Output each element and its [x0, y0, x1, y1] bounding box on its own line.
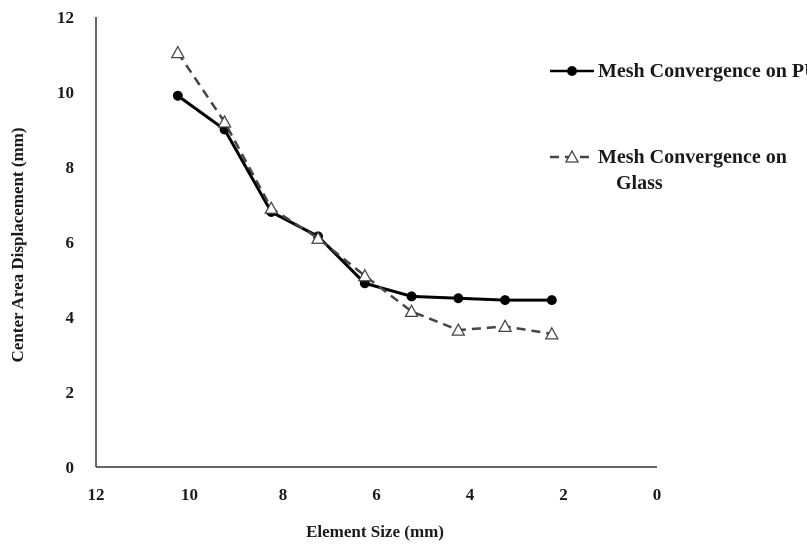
y-tick-label: 10: [57, 83, 74, 102]
point: [172, 90, 183, 101]
point: [567, 66, 577, 76]
legend-swatch: [550, 66, 594, 76]
point: [170, 45, 185, 59]
y-tick-label: 6: [66, 233, 75, 252]
y-tick-label: 2: [66, 383, 75, 402]
point: [497, 319, 513, 333]
x-tick-label: 2: [559, 485, 568, 504]
x-tick-label: 10: [181, 485, 198, 504]
x-tick-label: 8: [279, 485, 288, 504]
point: [310, 230, 326, 244]
y-axis-label: Center Area Displacement (mm): [8, 128, 27, 363]
x-tick-label: 4: [466, 485, 475, 504]
x-tick-label: 12: [88, 485, 105, 504]
y-tick-label: 0: [66, 458, 75, 477]
point: [500, 295, 511, 306]
legend-label: Mesh Convergence on Glass: [598, 146, 787, 194]
legend-item: Mesh Convergence on Glass: [548, 144, 807, 204]
point: [404, 304, 419, 318]
line: [176, 51, 553, 336]
point: [546, 295, 557, 306]
legend-label: Mesh Convergence on PU: [598, 60, 807, 82]
point: [564, 149, 580, 163]
y-tick-label: 12: [57, 8, 74, 27]
x-tick-label: 0: [653, 485, 662, 504]
point: [544, 326, 559, 340]
x-tick-label: 6: [372, 485, 381, 504]
x-axis-label: Element Size (mm): [306, 522, 444, 541]
point: [264, 200, 279, 214]
point: [357, 268, 372, 282]
y-tick-label: 8: [66, 158, 75, 177]
legend-item: Mesh Convergence on PU: [548, 58, 807, 118]
legend-swatch: [550, 149, 594, 163]
point: [217, 114, 232, 128]
point: [453, 293, 464, 304]
point: [406, 291, 417, 302]
point: [451, 322, 466, 336]
y-tick-label: 4: [66, 308, 75, 327]
